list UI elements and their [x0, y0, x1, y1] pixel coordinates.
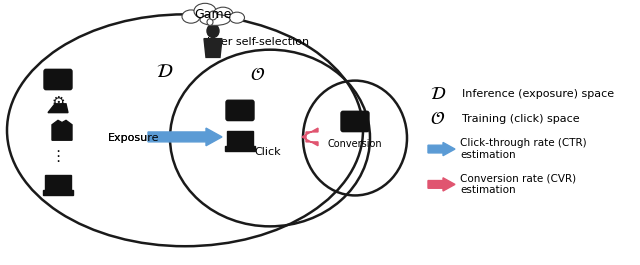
FancyBboxPatch shape	[44, 69, 72, 90]
FancyBboxPatch shape	[226, 100, 254, 121]
FancyArrow shape	[302, 128, 318, 146]
Text: Exposure: Exposure	[108, 133, 159, 143]
Text: $\mathcal{O}$: $\mathcal{O}$	[430, 110, 445, 128]
Ellipse shape	[194, 3, 216, 19]
Polygon shape	[48, 104, 68, 113]
FancyBboxPatch shape	[227, 131, 253, 148]
Ellipse shape	[200, 14, 230, 25]
FancyArrow shape	[428, 143, 455, 156]
Text: Inference (exposure) space: Inference (exposure) space	[455, 89, 614, 99]
Text: ⚙: ⚙	[51, 95, 65, 110]
Text: Conversion: Conversion	[328, 139, 382, 149]
Text: $\mathcal{D}$: $\mathcal{D}$	[156, 63, 173, 81]
FancyBboxPatch shape	[225, 146, 255, 151]
Circle shape	[207, 19, 213, 25]
Text: ⚙: ⚙	[50, 70, 66, 89]
Polygon shape	[52, 120, 72, 140]
Text: Click: Click	[255, 147, 282, 157]
FancyArrow shape	[148, 128, 222, 146]
Text: Click-through rate (CTR)
estimation: Click-through rate (CTR) estimation	[460, 138, 587, 160]
Ellipse shape	[213, 7, 233, 21]
Ellipse shape	[230, 12, 244, 23]
Text: $\mathcal{D}$: $\mathcal{D}$	[430, 85, 446, 103]
Text: Training (click) space: Training (click) space	[455, 114, 580, 124]
FancyBboxPatch shape	[341, 111, 369, 132]
Text: ⋮: ⋮	[51, 149, 66, 164]
Ellipse shape	[182, 10, 200, 23]
Text: Conversion rate (CVR)
estimation: Conversion rate (CVR) estimation	[460, 174, 576, 195]
FancyArrow shape	[428, 178, 455, 191]
Text: Exposure: Exposure	[108, 133, 159, 143]
FancyBboxPatch shape	[45, 175, 71, 192]
Circle shape	[209, 11, 217, 20]
Text: $\mathcal{O}$: $\mathcal{O}$	[250, 66, 266, 84]
Text: Game: Game	[195, 8, 232, 21]
Polygon shape	[204, 39, 222, 58]
FancyBboxPatch shape	[43, 190, 73, 195]
Text: User self-selection: User self-selection	[207, 37, 309, 47]
Circle shape	[207, 24, 219, 38]
